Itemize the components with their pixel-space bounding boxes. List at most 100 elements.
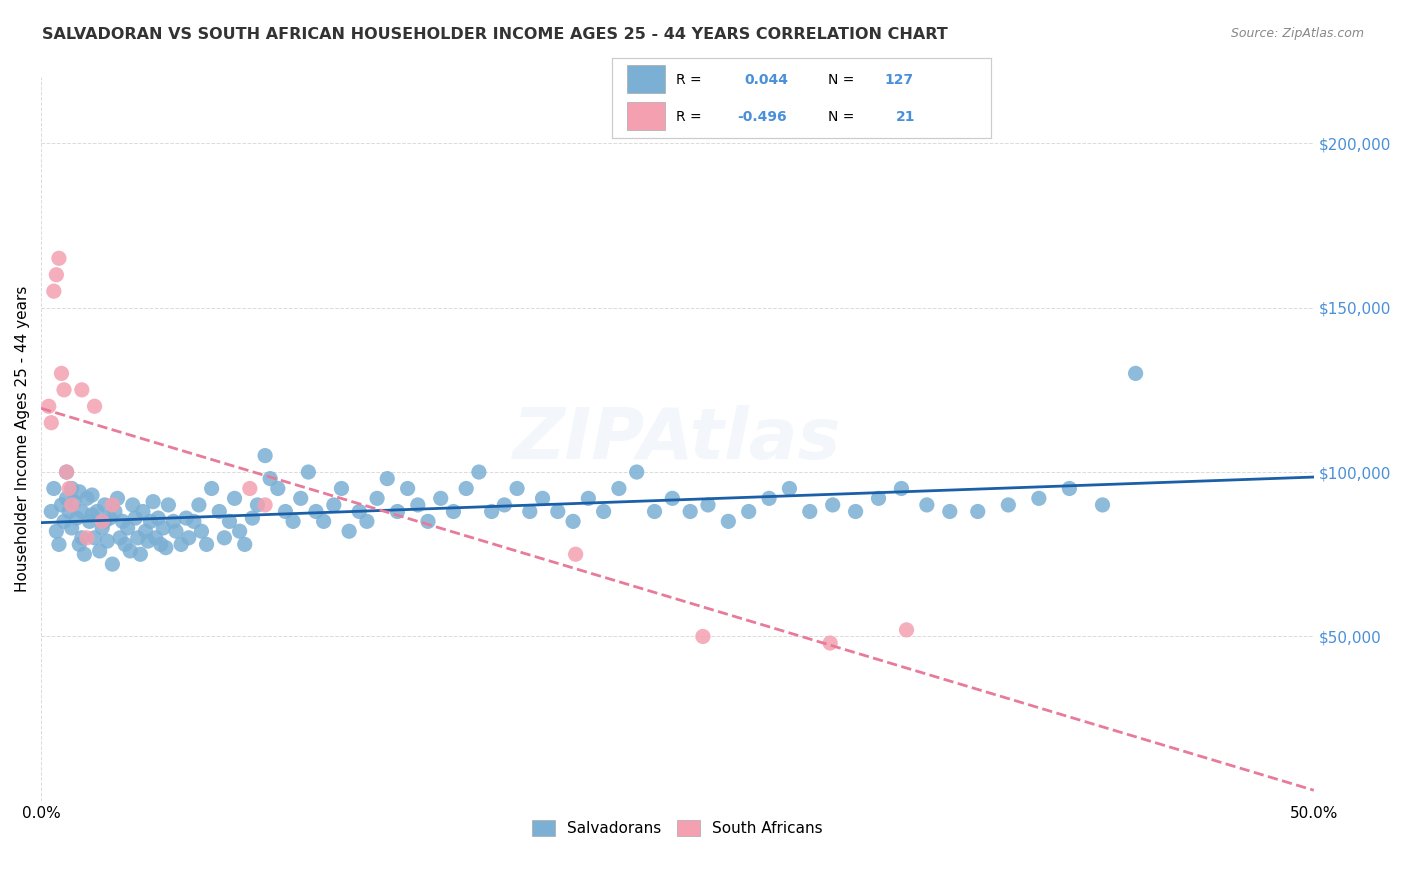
Point (1059, 482, 1081, 496)
Point (129, 547, 152, 561)
Point (375, 472, 398, 486)
Point (114, 537, 136, 551)
Point (274, 504, 297, 518)
Point (79, 514, 101, 528)
Point (42, 482, 65, 496)
Point (201, 482, 224, 496)
Point (330, 482, 353, 496)
Point (821, 498, 844, 512)
Point (997, 498, 1019, 512)
Point (51, 367, 73, 381)
Point (218, 514, 240, 528)
Point (86, 504, 108, 518)
Point (91, 514, 114, 528)
Point (149, 537, 172, 551)
Point (259, 472, 281, 486)
Point (312, 514, 335, 528)
Point (58, 482, 80, 496)
Point (456, 482, 478, 496)
Point (91, 521, 114, 535)
Point (183, 514, 205, 528)
Point (53, 383, 76, 397)
Point (281, 514, 304, 528)
Point (93, 514, 115, 528)
Point (214, 531, 236, 545)
Point (155, 541, 177, 555)
Point (697, 498, 720, 512)
Point (267, 482, 290, 496)
Point (626, 465, 648, 479)
Point (254, 498, 277, 512)
Point (121, 498, 143, 512)
Point (845, 504, 868, 518)
Point (1125, 367, 1147, 381)
Text: N =: N = (828, 72, 855, 87)
Point (758, 491, 780, 506)
Point (89, 544, 111, 558)
Point (228, 524, 250, 539)
Point (55, 465, 77, 479)
Point (67, 537, 90, 551)
Point (406, 498, 429, 512)
Point (396, 482, 419, 496)
Text: Source: ZipAtlas.com: Source: ZipAtlas.com (1230, 27, 1364, 40)
Point (51, 498, 73, 512)
Point (152, 521, 174, 535)
Point (387, 504, 409, 518)
Point (67, 484, 90, 499)
FancyBboxPatch shape (627, 102, 665, 130)
Point (120, 544, 142, 558)
Point (468, 465, 491, 479)
Text: R =: R = (676, 110, 702, 124)
Point (39, 416, 62, 430)
Text: R =: R = (676, 72, 702, 87)
Point (366, 491, 388, 506)
Point (868, 491, 890, 506)
Point (101, 557, 124, 571)
Point (443, 504, 465, 518)
Point (145, 531, 167, 545)
Point (915, 498, 938, 512)
Point (157, 498, 180, 512)
Point (134, 524, 156, 539)
Point (177, 531, 200, 545)
Point (190, 524, 212, 539)
Point (429, 491, 451, 506)
Point (254, 449, 277, 463)
Point (70, 504, 93, 518)
Point (117, 521, 139, 535)
Point (148, 511, 170, 525)
Point (55, 491, 77, 506)
Point (644, 504, 666, 518)
Point (896, 623, 918, 637)
Point (239, 482, 262, 496)
Point (127, 531, 149, 545)
Point (108, 531, 131, 545)
Point (63, 494, 86, 508)
Point (799, 504, 821, 518)
Point (55, 465, 77, 479)
Point (240, 511, 263, 525)
Point (1091, 498, 1114, 512)
Text: SALVADORAN VS SOUTH AFRICAN HOUSEHOLDER INCOME AGES 25 - 44 YEARS CORRELATION CH: SALVADORAN VS SOUTH AFRICAN HOUSEHOLDER … (42, 27, 948, 42)
Point (547, 504, 569, 518)
Point (165, 524, 187, 539)
Point (1028, 491, 1050, 506)
Point (76, 491, 98, 506)
Y-axis label: Householder Income Ages 25 - 44 years: Householder Income Ages 25 - 44 years (15, 286, 30, 592)
Point (39, 504, 62, 518)
Point (531, 491, 554, 506)
Point (73, 547, 96, 561)
Point (679, 504, 702, 518)
Point (778, 482, 800, 496)
Point (48, 252, 70, 266)
Point (93, 498, 115, 512)
Point (80, 508, 103, 522)
Point (290, 491, 312, 506)
Point (661, 491, 683, 506)
Point (76, 531, 98, 545)
Point (45, 268, 67, 282)
Text: N =: N = (828, 110, 855, 124)
Point (162, 514, 184, 528)
Point (170, 537, 193, 551)
